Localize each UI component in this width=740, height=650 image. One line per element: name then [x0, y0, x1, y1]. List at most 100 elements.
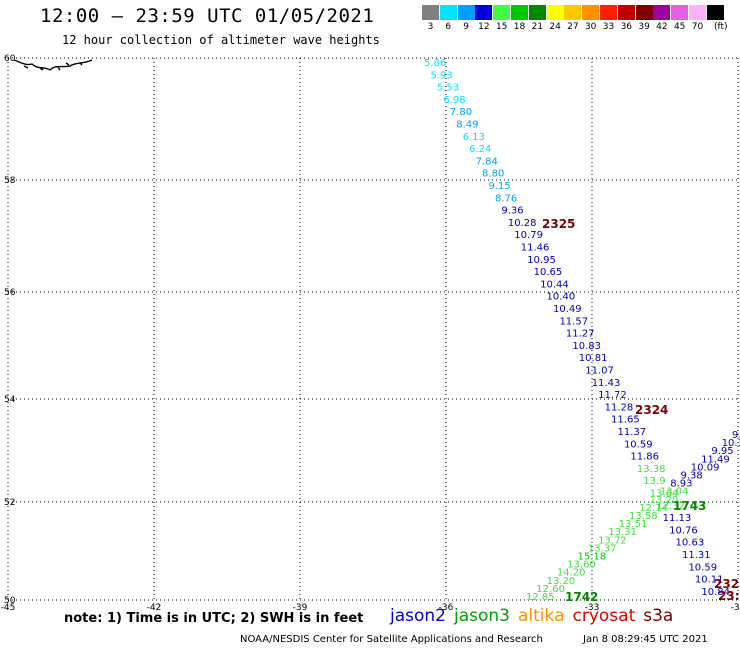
pass-time-label: 1742 [565, 590, 598, 604]
wave-height-value: 10.84 [701, 587, 730, 598]
wave-height-value: 10.63 [676, 538, 705, 549]
legend-swatch [653, 5, 671, 20]
wave-height-value: 10.83 [572, 341, 601, 352]
wave-height-value: 13.37 [588, 543, 617, 554]
lon-tick-label: -36 [439, 603, 454, 613]
legend-label: 9 [463, 22, 469, 32]
legend-swatch [671, 5, 689, 20]
pass-time-label: 2325 [542, 217, 575, 231]
wave-height-value: 8.93 [670, 479, 692, 490]
wave-height-value: 13.38 [637, 464, 666, 475]
wave-height-value: 8.80 [482, 169, 504, 180]
wave-height-value: 12.60 [536, 584, 565, 595]
wave-height-value: 10.59 [624, 439, 653, 450]
wave-height-value: 8.49 [456, 120, 478, 131]
map-title: 12:00 — 23:59 UTC 01/05/2021 [40, 5, 375, 27]
pass-time-label: 232 [714, 577, 739, 591]
legend-swatch [689, 5, 706, 20]
wave-height-value: 10.59 [688, 562, 717, 573]
footer-credit: NOAA/NESDIS Center for Satellite Applica… [240, 634, 543, 645]
pass-time-label: 1743 [673, 499, 706, 513]
legend-label: 6 [445, 22, 452, 32]
pass-time-label: 23: [718, 589, 740, 603]
legend-label: 39 [638, 22, 650, 32]
ascending-track: 12.8512.6013.2014.2013.6015.1813.3713.72… [526, 430, 740, 603]
legend-label: 42 [656, 22, 668, 32]
wave-height-value: 10.44 [540, 279, 569, 290]
wave-height-value: 10.95 [527, 255, 556, 266]
wave-height-value: 11.27 [566, 329, 595, 340]
wave-height-value: 13.64 [650, 489, 679, 500]
wave-height-value: 11.57 [559, 316, 588, 327]
wave-height-value: 7.84 [476, 156, 498, 167]
legend-swatch [546, 5, 564, 20]
wave-height-value: 12.85 [526, 592, 555, 603]
wave-height-value: 11.65 [611, 415, 640, 426]
wave-height-value: 10.28 [508, 218, 537, 229]
legend-swatch [511, 5, 528, 20]
lat-lon-grid [7, 57, 739, 601]
wave-height-value: 11.43 [592, 378, 621, 389]
legend-label: 3 [427, 22, 434, 32]
wave-height-value: 9.36 [501, 206, 523, 217]
legend-label: 33 [602, 22, 615, 32]
wave-height-value: 13.51 [619, 519, 648, 530]
wave-height-value: 13.58 [629, 511, 658, 522]
wave-height-value: 9.15 [489, 181, 511, 192]
legend-swatch [706, 5, 724, 20]
footer-timestamp: Jan 8 08:29:45 UTC 2021 [583, 634, 708, 645]
wave-height-value: 10.11 [695, 575, 724, 586]
legend-swatch [635, 5, 653, 20]
wave-height-value: 12.32 [656, 501, 685, 512]
legend-label: 24 [549, 22, 561, 32]
legend-swatch [564, 5, 582, 20]
legend-swatch [422, 5, 439, 20]
wave-height-value: 6.13 [463, 132, 485, 143]
wave-height-value: 5.53 [437, 83, 459, 94]
descending-track: 5.865.93 5.536.987.80 8.496.136.247.84 8.80… [424, 58, 730, 598]
legend-swatch [600, 5, 617, 20]
wave-height-value: 10.38 [722, 438, 740, 449]
lat-tick-label: 52 [4, 498, 15, 508]
map-subtitle: 12 hour collection of altimeter wave hei… [62, 33, 380, 47]
coastline [13, 59, 93, 71]
legend-swatch [582, 5, 600, 20]
lat-tick-label: 56 [4, 288, 16, 298]
legend-swatch [617, 5, 635, 20]
wave-height-value: 11.72 [598, 390, 627, 401]
wave-height-value: 11.46 [521, 243, 550, 254]
wave-height-value: 11.37 [618, 427, 647, 438]
wave-height-value: 13.9 [643, 476, 665, 487]
lat-tick-label: 58 [4, 176, 16, 186]
wave-height-value: 13.60 [567, 560, 596, 571]
wave-height-value: 11.49 [701, 454, 730, 465]
lon-tick-label: -33 [585, 603, 600, 613]
legend-swatch [439, 5, 457, 20]
wave-height-value: 9.9 [732, 430, 740, 441]
wave-height-value: 8.76 [495, 193, 517, 204]
wave-height-value: 11.07 [585, 366, 614, 377]
wave-height-value: 9.38 [681, 471, 703, 482]
axis-ticks: 60 58 56 54 52 50-45 -42 -39 -36 -33 -30 [1, 54, 740, 613]
wave-height-value: 10.09 [691, 462, 720, 473]
lat-tick-label: 50 [4, 596, 16, 606]
lon-tick-label: -39 [293, 603, 308, 613]
wave-height-value: 11.28 [605, 402, 634, 413]
legend-swatch [528, 5, 546, 20]
pass-time-label: 2324 [635, 403, 668, 417]
wave-height-value: 14.20 [557, 568, 586, 579]
legend-label: 21 [531, 22, 544, 32]
legend-label: 18 [513, 22, 526, 32]
legend-unit: (ft) [714, 22, 728, 32]
wave-height-value: 10.40 [547, 292, 576, 303]
wave-height-value: 13.20 [547, 576, 576, 587]
wave-height-value: 6.98 [443, 95, 465, 106]
footer-note: note: 1) Time is in UTC; 2) SWH is in fe… [64, 611, 364, 626]
legend-label: 15 [495, 22, 508, 32]
satellite-name: jason2 [390, 606, 446, 626]
legend-label: 12 [478, 22, 490, 32]
wave-height-value: 11.86 [630, 452, 659, 463]
lon-tick-label: -42 [147, 603, 162, 613]
